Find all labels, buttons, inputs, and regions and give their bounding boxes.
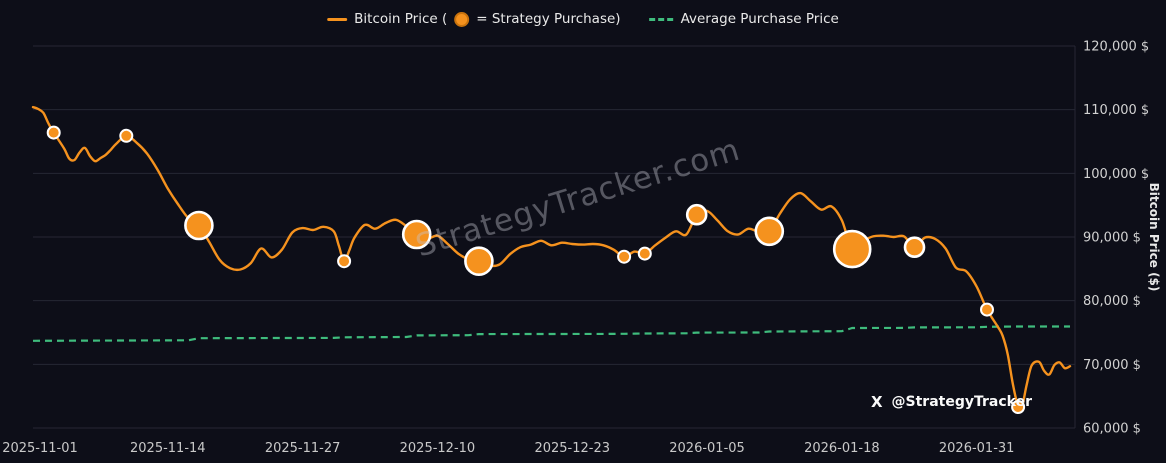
y-tick-label: 70,000 $ — [1083, 358, 1141, 373]
y-tick-label: 120,000 $ — [1083, 40, 1149, 55]
strategy-purchase-dot-icon — [454, 11, 470, 27]
strategy-purchase-marker — [685, 203, 708, 226]
y-tick-label: 90,000 $ — [1083, 231, 1141, 246]
y-tick-label: 110,000 $ — [1083, 103, 1149, 118]
x-tick-label: 2025-12-23 — [534, 441, 610, 456]
y-tick-label: 80,000 $ — [1083, 294, 1141, 309]
x-logo-icon: X — [870, 393, 883, 411]
bitcoin-line-swatch-icon — [327, 17, 348, 21]
x-tick-label: 2025-11-14 — [130, 441, 206, 456]
legend-bitcoin-label-pre: Bitcoin Price ( — [354, 11, 448, 27]
strategy-purchase-marker — [184, 210, 214, 241]
branding-footer: X @StrategyTracker — [871, 393, 1032, 411]
strategy-purchase-marker — [754, 216, 785, 247]
x-tick-label: 2025-11-01 — [2, 441, 78, 456]
strategy-purchase-marker — [46, 125, 61, 140]
x-tick-label: 2026-01-18 — [804, 441, 880, 456]
strategy-purchase-marker — [832, 229, 872, 269]
y-axis-title: Bitcoin Price ($) — [1147, 183, 1161, 292]
y-tick-label: 60,000 $ — [1083, 422, 1141, 437]
strategy-purchase-marker — [119, 128, 134, 143]
average-line-swatch-icon — [649, 17, 674, 21]
x-tick-label: 2026-01-05 — [669, 441, 745, 456]
strategy-purchase-marker — [903, 236, 926, 258]
strategy-purchase-marker — [464, 246, 494, 277]
strategy-purchase-marker — [337, 254, 352, 269]
average-price-line — [32, 325, 1070, 342]
x-tick-label: 2025-11-27 — [265, 441, 341, 456]
strategy-purchase-marker — [637, 246, 652, 261]
legend: Bitcoin Price ( = Strategy Purchase) Ave… — [327, 11, 839, 27]
strategy-purchase-marker — [401, 219, 432, 250]
y-tick-label: 100,000 $ — [1083, 167, 1149, 182]
strategy-purchase-marker — [980, 302, 994, 317]
x-tick-label: 2025-12-10 — [400, 441, 476, 456]
strategy-purchase-marker — [1011, 400, 1026, 414]
bitcoin-price-line — [31, 105, 1072, 414]
legend-bitcoin-label-post: = Strategy Purchase) — [476, 11, 621, 27]
legend-average-label: Average Purchase Price — [680, 11, 839, 27]
footer-handle: @StrategyTracker — [891, 394, 1032, 410]
x-tick-label: 2026-01-31 — [939, 441, 1015, 456]
strategy-purchase-marker — [617, 249, 632, 264]
